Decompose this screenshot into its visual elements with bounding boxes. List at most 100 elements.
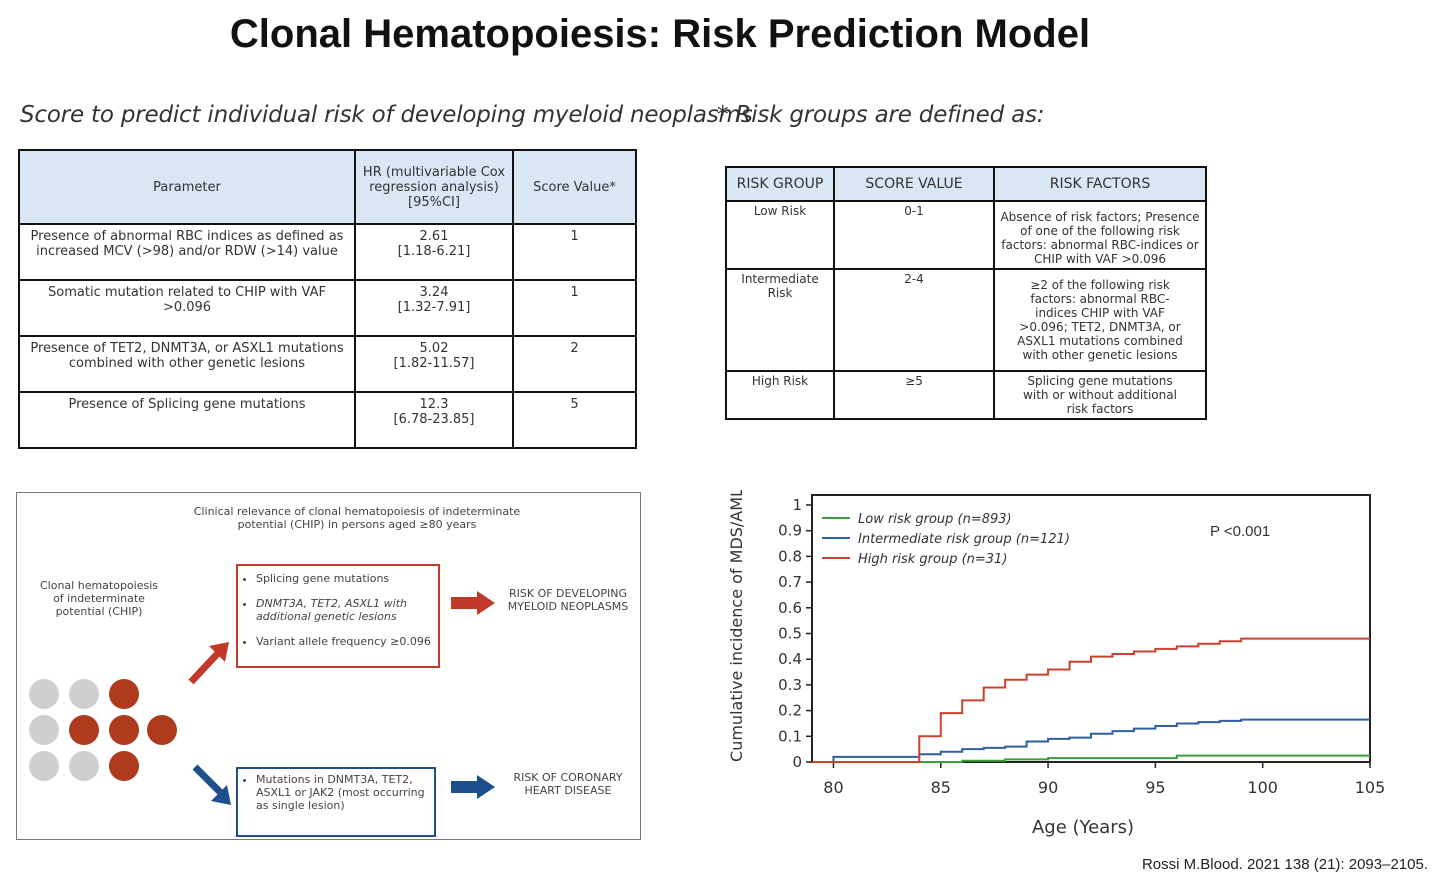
x-tick-label: 80 [823,778,843,797]
series-line-2 [812,637,1370,763]
score-cell: 2 [512,335,637,393]
header-score-value: Score Value* [512,149,637,225]
param-cell: Presence of abnormal RBC indices as defi… [18,223,356,281]
normal-cell-icon [29,715,59,745]
arrow-up-right-icon [188,642,229,685]
series-line-1 [812,718,1370,763]
y-tick-label: 0.5 [778,625,802,643]
mutated-cell-icon [109,715,139,745]
left-subtitle: Score to predict individual risk of deve… [20,102,753,128]
header-score-value: SCORE VALUE [833,166,995,202]
legend-label: High risk group (n=31) [858,552,1007,567]
table-row: Presence of Splicing gene mutations 12.3… [18,391,637,449]
list-item: Mutations in DNMT3A, TET2, ASXL1 or JAK2… [256,773,434,812]
arrow-right-icon [451,775,495,799]
y-tick-label: 0.2 [778,702,802,720]
myeloid-outcome-label: RISK OF DEVELOPING MYELOID NEOPLASMS [507,587,629,613]
y-tick-label: 0.3 [778,676,802,694]
hr-cell: 3.24 [1.32-7.91] [354,279,514,337]
table-row: Presence of TET2, DNMT3A, or ASXL1 mutat… [18,335,637,393]
hr-cell: 2.61 [1.18-6.21] [354,223,514,281]
y-tick-label: 0.7 [778,573,802,591]
risk-group-cell: Intermediate Risk [725,268,835,372]
arrow-down-right-icon [192,764,231,805]
table-row: Intermediate Risk 2-4 ≥2 of the followin… [725,268,1207,372]
myeloid-risk-factors-box: Splicing gene mutations DNMT3A, TET2, AS… [236,564,440,668]
cumulative-incidence-chart: 0 0.1 0.2 0.3 0.4 0.5 0.6 0.7 0.8 0.9 1 80 85 90 95 100… [727,490,1386,838]
score-cell: 1 [512,279,637,337]
header-risk-group: RISK GROUP [725,166,835,202]
score-cell: 5 [512,391,637,449]
risk-factors-cell: ≥2 of the following risk factors: abnorm… [993,268,1207,372]
coronary-outcome-label: RISK OF CORONARY HEART DISEASE [513,771,623,797]
hr-ci: [1.32-7.91] [397,300,471,315]
hr-cell: 5.02 [1.82-11.57] [354,335,514,393]
list-item: Splicing gene mutations [256,572,438,585]
risk-factors-cell: Splicing gene mutations with or without … [993,370,1207,420]
x-tick-label: 90 [1038,778,1058,797]
x-tick-label: 95 [1145,778,1165,797]
y-tick-label: 0.1 [778,727,802,745]
y-tick-label: 0.8 [778,547,802,565]
normal-cell-icon [29,751,59,781]
param-cell: Presence of Splicing gene mutations [18,391,356,449]
header-hr: HR (multivariable Cox regression analysi… [354,149,514,225]
param-cell: Somatic mutation related to CHIP with VA… [18,279,356,337]
hr-value: 2.61 [419,229,449,244]
right-subtitle: * Risk groups are defined as: [717,102,1045,128]
risk-group-cell: Low Risk [725,200,835,270]
slide-title: Clonal Hematopoiesis: Risk Prediction Mo… [229,12,1091,56]
citation: Rossi M.Blood. 2021 138 (21): 2093–2105. [1141,856,1428,873]
coronary-risk-factors-box: Mutations in DNMT3A, TET2, ASXL1 or JAK2… [236,767,436,837]
hr-value: 5.02 [419,341,449,356]
series-line-0 [812,754,1370,763]
x-tick-label: 105 [1355,778,1386,797]
hr-cell: 12.3 [6.78-23.85] [354,391,514,449]
y-tick-label: 0.9 [778,522,802,540]
risk-score-cell: ≥5 [833,370,995,420]
param-cell: Presence of TET2, DNMT3A, or ASXL1 mutat… [18,335,356,393]
x-tick-label: 85 [931,778,951,797]
p-value-annotation: P <0.001 [1210,523,1270,540]
hr-value: 12.3 [419,397,449,412]
mutated-cell-icon [109,751,139,781]
hr-ci: [1.82-11.57] [393,356,475,371]
chip-label: Clonal hematopoiesis of indeterminate po… [39,579,159,618]
mutated-cell-icon [109,679,139,709]
x-axis-label: Age (Years) [1032,817,1134,838]
hr-ci: [6.78-23.85] [393,412,475,427]
y-tick-label: 0.4 [778,650,802,668]
risk-score-cell: 2-4 [833,268,995,372]
table-row: High Risk ≥5 Splicing gene mutations wit… [725,370,1207,420]
y-tick-label: 1 [792,496,802,514]
mutated-cell-icon [69,715,99,745]
risk-group-cell: High Risk [725,370,835,420]
y-axis-label: Cumulative incidence of MDS/AML [727,490,746,762]
legend-label: Intermediate risk group (n=121) [858,532,1070,547]
list-item: DNMT3A, TET2, ASXL1 with additional gene… [256,597,438,623]
table-row: Somatic mutation related to CHIP with VA… [18,279,637,337]
risk-factors-cell: Absence of risk factors; Presence of one… [993,200,1207,270]
arrow-right-icon [451,591,495,615]
hr-value: 3.24 [419,285,449,300]
normal-cell-icon [29,679,59,709]
table-row: Low Risk 0-1 Absence of risk factors; Pr… [725,200,1207,270]
legend-label: Low risk group (n=893) [858,512,1012,527]
risk-score-cell: 0-1 [833,200,995,270]
score-cell: 1 [512,223,637,281]
table-row: Presence of abnormal RBC indices as defi… [18,223,637,281]
hr-ci: [1.18-6.21] [397,244,471,259]
x-tick-label: 100 [1247,778,1278,797]
diagram-caption: Clinical relevance of clonal hematopoies… [193,505,521,531]
normal-cell-icon [69,679,99,709]
y-tick-label: 0 [792,753,802,771]
header-parameter: Parameter [18,149,356,225]
risk-group-table: RISK GROUP SCORE VALUE RISK FACTORS Low … [725,166,1207,420]
mutated-cell-icon [147,715,177,745]
plot-frame [811,494,1371,763]
list-item: Variant allele frequency ≥0.096 [256,635,438,648]
header-risk-factors: RISK FACTORS [993,166,1207,202]
normal-cell-icon [69,751,99,781]
chip-clinical-relevance-diagram: Clinical relevance of clonal hematopoies… [16,492,641,840]
y-tick-label: 0.6 [778,599,802,617]
